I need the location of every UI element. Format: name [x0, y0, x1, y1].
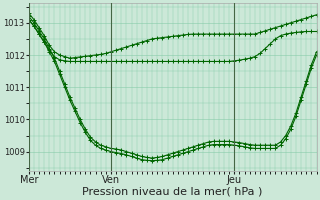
X-axis label: Pression niveau de la mer( hPa ): Pression niveau de la mer( hPa )	[83, 187, 263, 197]
